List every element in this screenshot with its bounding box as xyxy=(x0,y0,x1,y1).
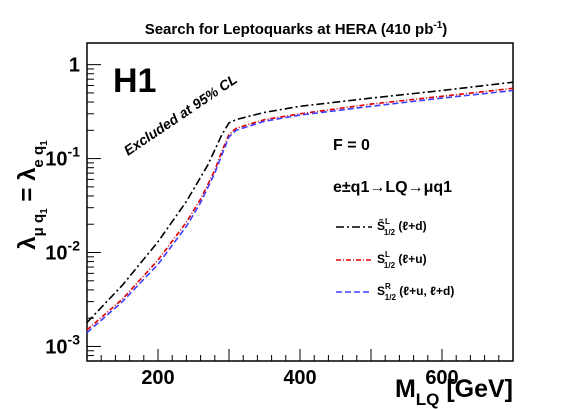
y-tick-exp: -1 xyxy=(68,144,81,160)
series-line-2 xyxy=(86,87,514,331)
legend-sup: L xyxy=(385,250,390,259)
y-tick-base: 1 xyxy=(69,55,80,77)
legend-sub: 1/2 xyxy=(384,228,396,237)
legend-entry-1: S̃L 1/2 (ℓ+d) xyxy=(377,217,427,237)
x-axis-label-main: M xyxy=(395,375,416,403)
y-tick-label: 10-1 xyxy=(45,144,80,171)
legend: S̃L 1/2 (ℓ+d)SL 1/2 (ℓ+u)SR 1/2 (ℓ+u, ℓ+d) xyxy=(336,217,454,302)
y-tick-base: 10 xyxy=(45,336,67,358)
legend-sub: 1/2 xyxy=(385,293,397,302)
y-axis-label-eq: = λ xyxy=(14,168,41,209)
y-tick-label: 10-3 xyxy=(45,331,80,358)
x-axis-label-sub: LQ xyxy=(416,390,440,409)
legend-entry-2: SL 1/2 (ℓ+u) xyxy=(377,250,427,270)
legend-symbol: S̃ xyxy=(377,218,385,233)
legend-sup: R xyxy=(385,282,391,291)
y-tick-exp: -3 xyxy=(68,331,81,347)
x-axis-label: MLQ [GeV] xyxy=(395,375,513,409)
legend-text: (ℓ+u) xyxy=(395,252,427,266)
y-axis-label-sub1b: 1 xyxy=(39,208,50,214)
fermion-number-label: F = 0 xyxy=(333,137,370,154)
legend-entry-3: SR 1/2 (ℓ+u, ℓ+d) xyxy=(377,282,454,302)
x-axis-label-tail: [GeV] xyxy=(439,375,513,403)
y-axis-label-sub2: e q xyxy=(30,146,47,168)
chart-title-main: Search for Leptoquarks at HERA (410 pb xyxy=(145,21,434,38)
series-group xyxy=(86,81,514,334)
legend-symbol: S xyxy=(377,284,385,298)
legend-sup: L xyxy=(385,217,390,226)
x-tick-label: 400 xyxy=(283,367,316,389)
legend-text: (ℓ+d) xyxy=(395,219,427,233)
y-tick-base: 10 xyxy=(45,243,67,265)
chart-title-tail: ) xyxy=(442,21,447,38)
h1-logo: H1 xyxy=(113,62,156,100)
process-label: e±q1→LQ→μq1 xyxy=(333,179,452,196)
y-axis-label: λμ q1 = λe q1 xyxy=(14,140,50,250)
x-tick-label: 600 xyxy=(425,367,458,389)
y-tick-exp: -2 xyxy=(68,238,81,254)
chart-title: Search for Leptoquarks at HERA (410 pb-1… xyxy=(145,20,448,38)
y-tick-base: 10 xyxy=(45,149,67,171)
process-label-text: e±q1→LQ→μq1 xyxy=(333,179,452,196)
y-axis: 10-310-210-11 xyxy=(45,55,101,362)
legend-text: (ℓ+u, ℓ+d) xyxy=(396,284,454,298)
y-tick-label: 1 xyxy=(69,55,80,77)
series-line-3 xyxy=(86,89,514,334)
legend-symbol: S xyxy=(377,252,385,266)
y-axis-label-lambda1: λ xyxy=(14,236,41,249)
y-axis-label-sub1: μ q xyxy=(30,214,47,237)
x-tick-label: 200 xyxy=(141,367,174,389)
series-line-1 xyxy=(86,81,514,324)
y-tick-label: 10-2 xyxy=(45,238,80,265)
y-axis-label-sub2b: 1 xyxy=(39,140,50,146)
legend-sub: 1/2 xyxy=(384,261,396,270)
x-axis: 200 400 600 xyxy=(86,349,514,389)
chart-title-sup: -1 xyxy=(433,20,442,31)
